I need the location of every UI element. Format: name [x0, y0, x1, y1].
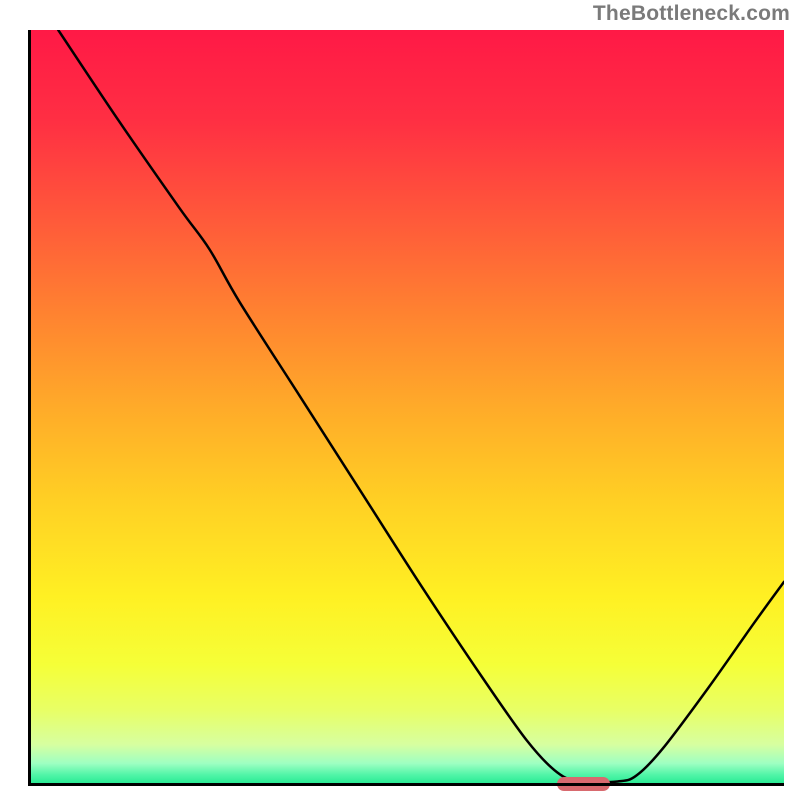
gradient-background	[28, 30, 784, 786]
chart-container: TheBottleneck.com	[0, 0, 800, 800]
plot-area	[28, 30, 784, 786]
watermark-text: TheBottleneck.com	[593, 2, 790, 26]
optimal-marker	[557, 777, 610, 791]
